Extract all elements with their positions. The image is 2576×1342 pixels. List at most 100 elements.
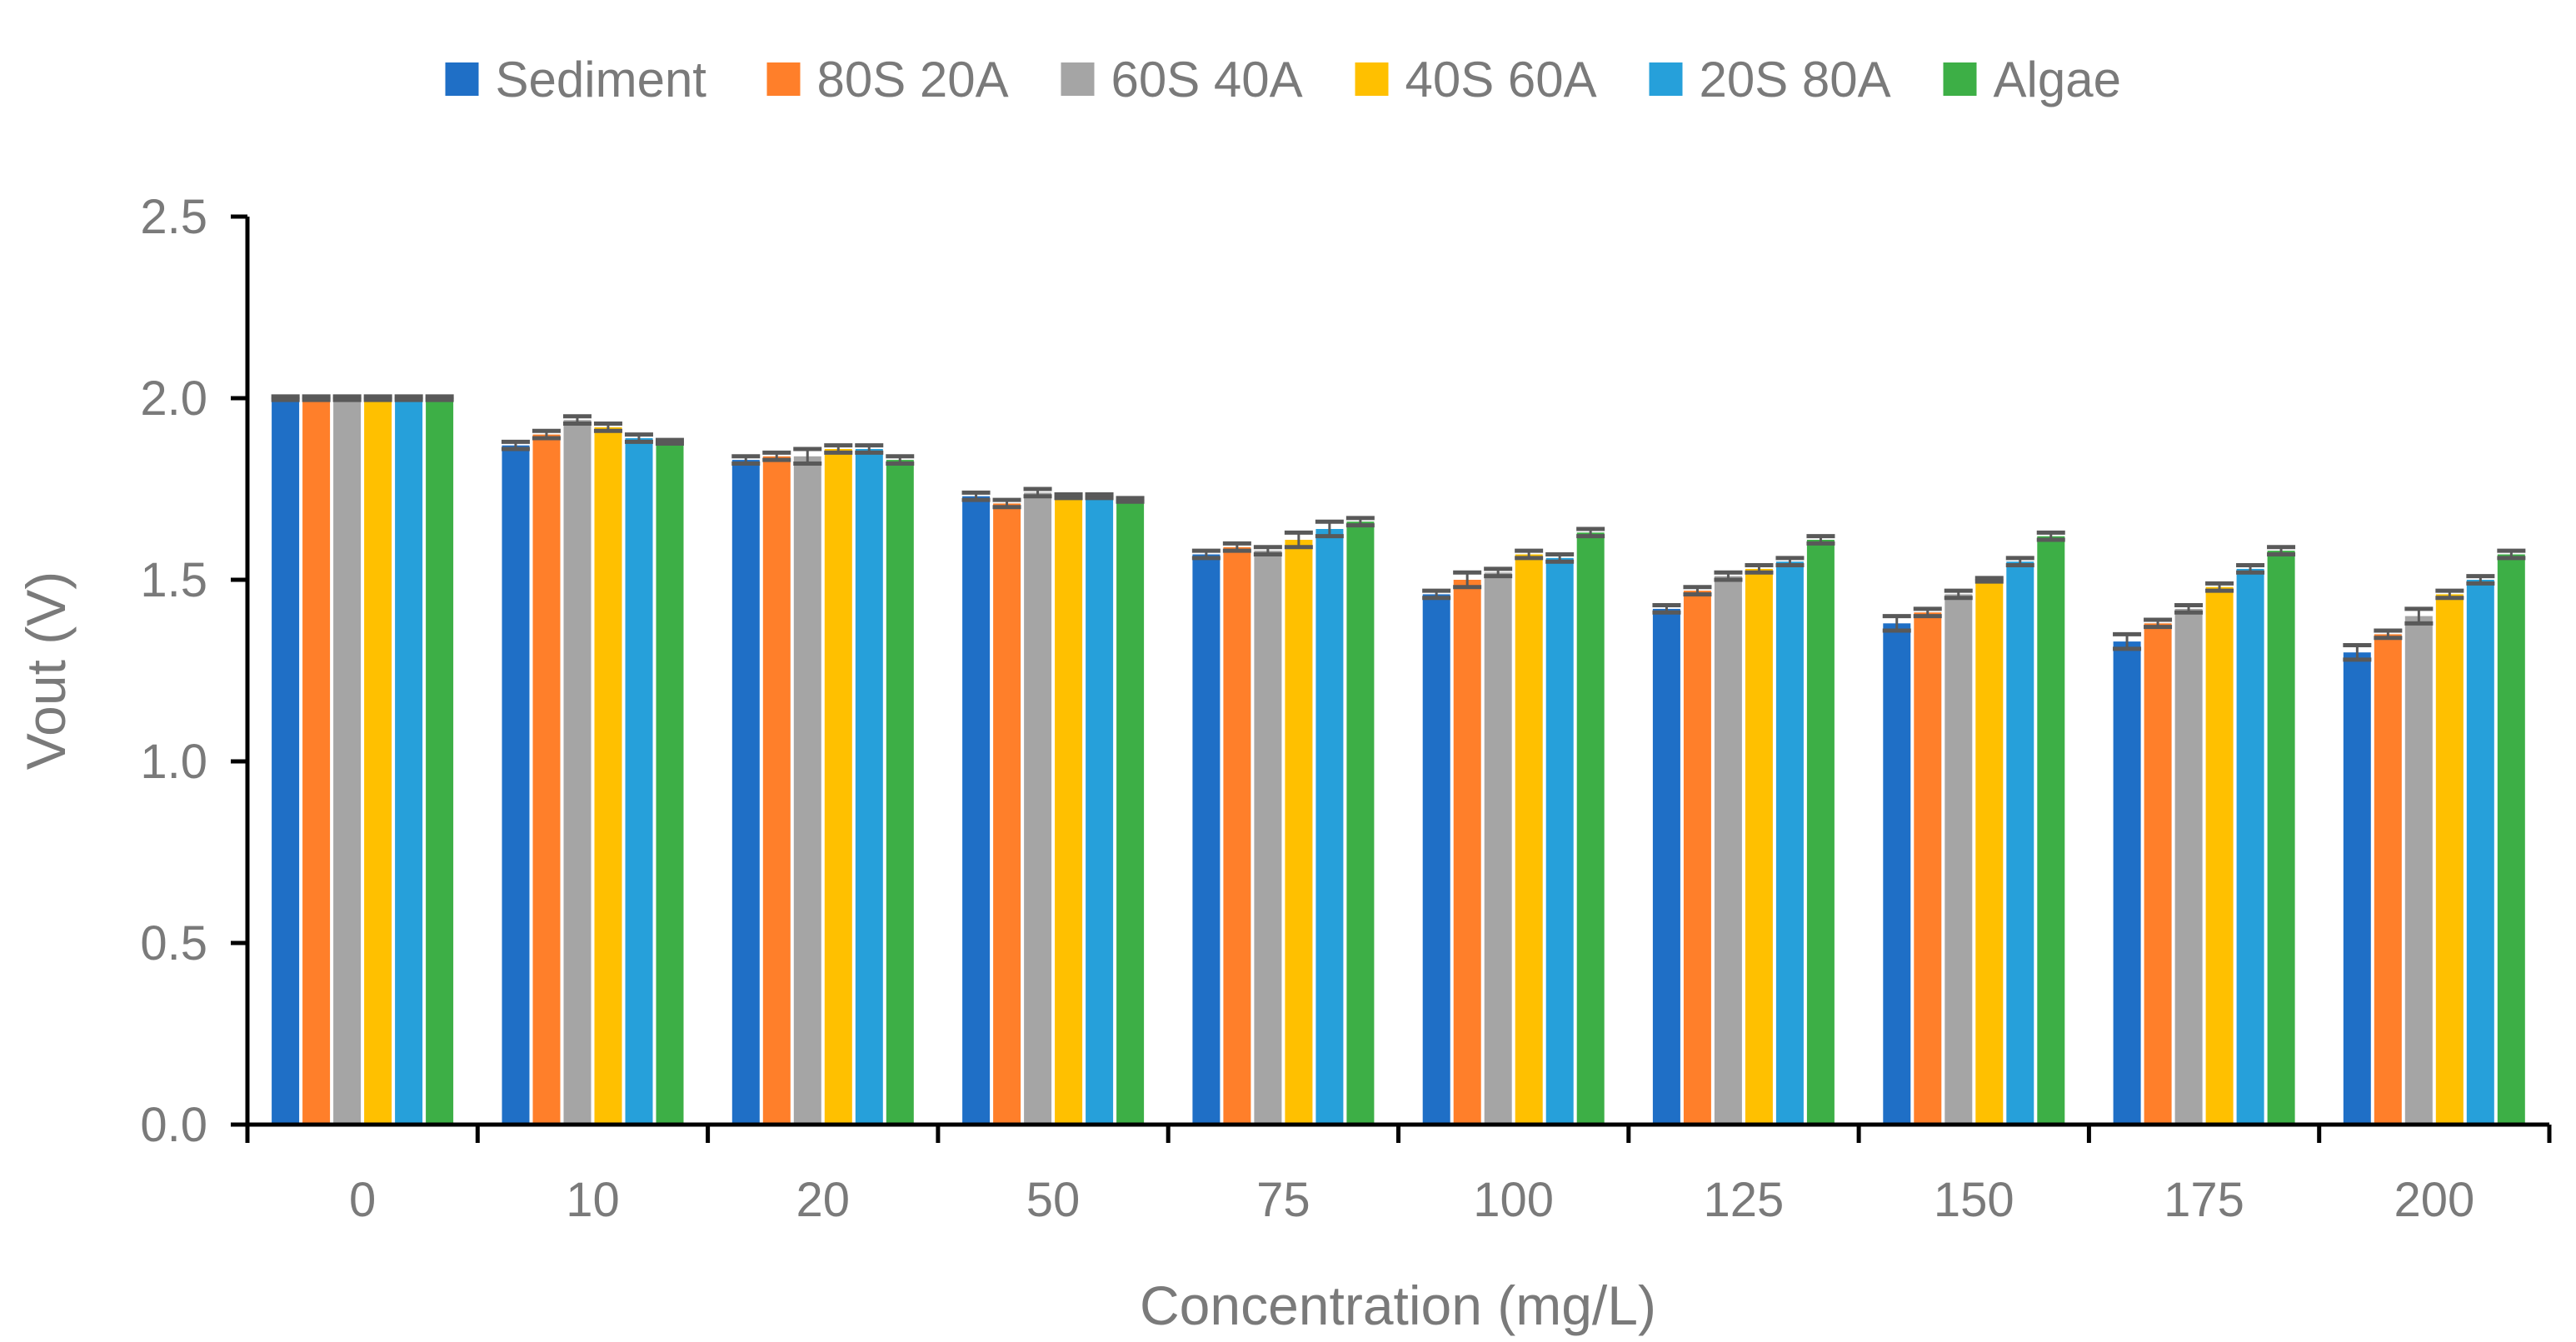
error-bar [2435, 588, 2464, 601]
error-bar [2174, 603, 2204, 615]
error-bar [1222, 541, 1251, 553]
bar [2236, 568, 2264, 1125]
error-bar [1085, 492, 1114, 501]
x-tick-label: 175 [2164, 1173, 2244, 1227]
series-2 [332, 394, 2434, 1125]
error-bar [1545, 551, 1575, 564]
error-bar [1284, 530, 1313, 550]
legend-swatch [445, 62, 479, 96]
error-bar [2113, 631, 2142, 651]
bar [1944, 594, 1973, 1125]
bar [793, 456, 821, 1125]
error-bar [1023, 486, 1052, 499]
axis-labels: Concentration (mg/L) Vout (V) 0.0 0.5 1.0 1… [15, 190, 2474, 1336]
error-bar [992, 497, 1021, 510]
legend-item: 40S 60A [1355, 52, 1597, 107]
bar [1775, 561, 1804, 1125]
legend-item: Algae [1943, 52, 2121, 107]
error-bar [425, 394, 454, 402]
legend-label: 80S 20A [817, 52, 1009, 107]
error-bar [1652, 603, 1681, 615]
legend-swatch [766, 62, 801, 96]
error-bar [824, 443, 853, 455]
error-bar [961, 490, 991, 502]
error-bar [793, 447, 822, 466]
bar [2404, 616, 2433, 1125]
error-bar [1116, 496, 1145, 504]
bar [1714, 576, 1742, 1125]
bar [2037, 536, 2065, 1125]
error-bar [2236, 563, 2265, 575]
bar [2006, 561, 2034, 1125]
bar [395, 398, 423, 1125]
error-bar [2267, 545, 2296, 556]
y-tick-label: 0.0 [140, 1098, 207, 1152]
bar [962, 496, 991, 1125]
bar [302, 398, 331, 1125]
error-bar [363, 394, 392, 402]
bar [594, 427, 622, 1125]
bar [1254, 551, 1282, 1125]
error-bar [2005, 556, 2034, 568]
y-axis-title: Vout (V) [15, 571, 77, 770]
x-tick-label: 75 [1256, 1173, 1310, 1227]
x-tick-label: 150 [1934, 1173, 2014, 1227]
bar [824, 449, 852, 1125]
series-0 [271, 394, 2372, 1125]
bar [1116, 500, 1145, 1125]
bar [1652, 608, 1680, 1125]
series-5 [425, 394, 2526, 1125]
error-bar [1974, 576, 2004, 584]
legend: Sediment 80S 20A 60S 40A 40S 60A 20S 80A Alga… [445, 52, 2121, 107]
y-tick-label: 2.0 [140, 372, 207, 426]
bar [2113, 641, 2141, 1125]
x-tick-label: 200 [2394, 1173, 2474, 1227]
bar [1806, 540, 1835, 1125]
bar [333, 398, 362, 1125]
legend-item: Sediment [445, 52, 707, 107]
bar [2343, 652, 2371, 1125]
error-bar [2343, 642, 2372, 662]
bar [1285, 540, 1313, 1125]
error-bar [1683, 585, 1712, 596]
bar [1223, 546, 1251, 1125]
legend-label: Sediment [496, 52, 707, 107]
error-bar [271, 394, 300, 402]
bar [1453, 580, 1481, 1125]
legend-swatch [1355, 62, 1389, 96]
bar [426, 398, 454, 1125]
bar [886, 460, 914, 1125]
bar [1315, 529, 1344, 1125]
error-bar [1191, 548, 1221, 561]
x-tick-label: 20 [796, 1173, 850, 1227]
bar [1914, 612, 1942, 1125]
legend-label: 60S 40A [1111, 52, 1303, 107]
bar [2435, 594, 2464, 1125]
plot-area [271, 394, 2526, 1125]
error-bar [1315, 519, 1344, 539]
legend-swatch [1649, 62, 1683, 96]
error-bar [655, 437, 684, 446]
bar [2466, 580, 2494, 1125]
error-bar [2374, 628, 2403, 641]
error-bar [1484, 566, 1513, 579]
error-bar [501, 439, 530, 451]
error-bar [394, 394, 423, 402]
error-bar [562, 414, 592, 427]
y-tick-label: 1.5 [140, 553, 207, 607]
error-bar [593, 422, 622, 433]
error-bar [1576, 526, 1605, 539]
error-bar [302, 394, 331, 402]
bar [1745, 568, 1773, 1125]
legend-item: 20S 80A [1649, 52, 1891, 107]
bar [762, 456, 791, 1125]
y-tick-label: 1.0 [140, 735, 207, 789]
error-bar [1054, 492, 1083, 501]
bar [2144, 623, 2172, 1125]
y-tick-label: 0.5 [140, 916, 207, 970]
error-bar [1775, 556, 1805, 568]
legend-swatch [1061, 62, 1095, 96]
error-bar [2036, 530, 2065, 542]
legend-label: Algae [1994, 52, 2121, 107]
